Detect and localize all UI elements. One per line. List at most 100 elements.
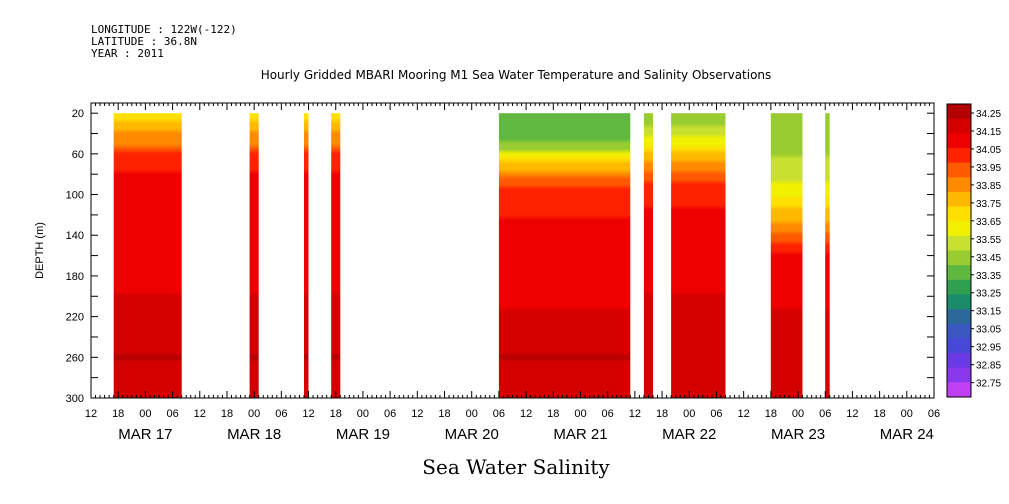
y-tick-label: 300	[66, 393, 84, 405]
colorbar-swatch	[947, 250, 971, 266]
colorbar: 34.25 34.15 34.05 33.95 33.85 33.75 33.65 33.55…	[946, 103, 1001, 398]
colorbar-swatch	[947, 147, 971, 164]
colorbar-label: 33.05	[976, 325, 1001, 336]
data-segment-4	[331, 113, 341, 398]
colorbar-label: 33.85	[976, 181, 1001, 192]
colorbar-swatch	[947, 133, 971, 149]
x-hour-tick-label: 12	[411, 408, 423, 420]
colorbar-swatch	[947, 265, 971, 281]
colorbar-label: 33.45	[976, 253, 1001, 264]
colorbar-label: 32.95	[976, 343, 1001, 354]
colorbar-swatch	[947, 191, 971, 208]
y-tick-label: 260	[66, 352, 84, 364]
x-hour-tick-label: 18	[221, 408, 233, 420]
x-hour-tick-label: 00	[683, 408, 695, 420]
colorbar-swatch	[947, 279, 971, 295]
x-hour-tick-label: 12	[85, 408, 97, 420]
y-tick-label: 140	[66, 230, 84, 242]
x-hour-tick-label: 00	[248, 408, 260, 420]
colorbar-frame	[946, 103, 972, 398]
x-hour-tick-label: 00	[466, 408, 478, 420]
x-hour-tick-label: 00	[792, 408, 804, 420]
data-segment-9	[825, 113, 830, 398]
x-hour-tick-label: 18	[547, 408, 559, 420]
y-tick-label: 220	[66, 312, 84, 324]
x-day-label: MAR 24	[880, 426, 934, 443]
y-tick-label: 180	[66, 271, 84, 283]
x-day-label: MAR 19	[336, 426, 390, 443]
x-hour-tick-label: 06	[493, 408, 505, 420]
x-day-label: MAR 17	[118, 426, 172, 443]
x-day-label: MAR 21	[553, 426, 607, 443]
x-day-label: MAR 18	[227, 426, 281, 443]
x-day-label: MAR 20	[445, 426, 499, 443]
colorbar-swatch	[947, 338, 971, 354]
colorbar-swatch	[947, 353, 971, 369]
x-hour-tick-label: 18	[656, 408, 668, 420]
x-hour-tick-label: 06	[819, 408, 831, 420]
colorbar-label: 34.15	[976, 127, 1001, 138]
colorbar-swatch	[947, 206, 971, 222]
y-axis-label: DEPTH (m)	[34, 222, 46, 279]
colorbar-label: 33.95	[976, 163, 1001, 174]
x-hour-tick-label: 06	[710, 408, 722, 420]
x-hour-tick-label: 12	[194, 408, 206, 420]
data-segment-3	[304, 113, 309, 398]
data-segment-6	[643, 113, 653, 398]
x-hour-tick-label: 00	[574, 408, 586, 420]
colorbar-swatch	[947, 309, 971, 325]
colorbar-label: 34.25	[976, 109, 1001, 120]
year-label: YEAR : 2011	[91, 47, 164, 60]
x-hour-tick-label: 18	[438, 408, 450, 420]
y-tick-label: 20	[72, 108, 84, 120]
y-tick-label: 60	[72, 149, 84, 161]
colorbar-swatch	[947, 367, 971, 383]
variable-title: Sea Water Salinity	[422, 455, 610, 479]
colorbar-label: 33.15	[976, 307, 1001, 318]
colorbar-label: 32.85	[976, 361, 1001, 372]
colorbar-label: 33.35	[976, 271, 1001, 282]
data-segments	[113, 113, 830, 398]
x-hour-tick-label: 06	[166, 408, 178, 420]
x-hour-tick-label: 12	[738, 408, 750, 420]
x-day-label: MAR 23	[771, 426, 825, 443]
colorbar-swatch	[947, 221, 971, 237]
y-tick-label: 100	[66, 190, 84, 202]
x-hour-tick-label: 00	[139, 408, 151, 420]
data-segment-1	[113, 113, 182, 398]
x-hour-tick-label: 06	[275, 408, 287, 420]
latitude-label: LATITUDE : 36.8N	[91, 35, 197, 48]
colorbar-label: 32.75	[976, 379, 1001, 390]
colorbar-swatch	[947, 162, 971, 178]
colorbar-label: 33.75	[976, 199, 1001, 210]
x-hour-tick-label: 06	[602, 408, 614, 420]
colorbar-swatch	[947, 294, 971, 310]
x-hour-tick-label: 18	[112, 408, 124, 420]
x-hour-tick-label: 00	[901, 408, 913, 420]
longitude-label: LONGITUDE : 122W(-122)	[91, 23, 237, 36]
colorbar-label: 33.25	[976, 289, 1001, 300]
colorbar-swatch	[947, 323, 971, 339]
x-hour-tick-label: 12	[520, 408, 532, 420]
colorbar-swatch	[947, 177, 971, 193]
axes: 12 18 00 06 12 18 00 06 12 18 00 06 12 18 00 06 12 18 00 06…	[34, 102, 940, 443]
colorbar-swatch	[947, 382, 971, 398]
colorbar-swatch	[947, 118, 971, 134]
x-hour-tick-label: 18	[330, 408, 342, 420]
colorbar-label: 34.05	[976, 145, 1001, 156]
x-hour-tick-label: 06	[384, 408, 396, 420]
chart-title: Hourly Gridded MBARI Mooring M1 Sea Wate…	[260, 68, 772, 82]
data-segment-7	[671, 113, 726, 398]
colorbar-swatch	[947, 235, 971, 251]
colorbar-swatch	[947, 104, 971, 120]
colorbar-label: 33.65	[976, 217, 1001, 228]
x-hour-tick-label: 12	[846, 408, 858, 420]
x-hour-tick-label: 00	[357, 408, 369, 420]
data-segment-8	[770, 113, 803, 398]
data-segment-5	[498, 113, 631, 398]
data-segment-2	[249, 113, 259, 398]
x-hour-tick-label: 12	[629, 408, 641, 420]
x-day-label: MAR 22	[662, 426, 716, 443]
x-hour-tick-label: 12	[302, 408, 314, 420]
